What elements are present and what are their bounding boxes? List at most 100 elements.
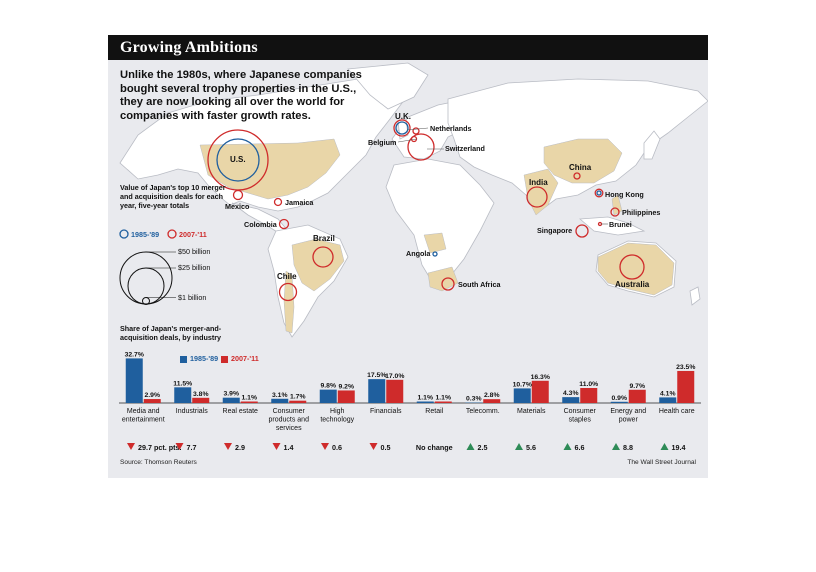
land-indonesia xyxy=(579,216,646,236)
deal-circles xyxy=(207,119,645,302)
label-netherlands: Netherlands xyxy=(430,124,472,133)
bar-label-2007-6: 1.1% xyxy=(436,395,452,402)
label-chile: Chile xyxy=(277,272,297,281)
circle-jamaica-2007 xyxy=(273,197,283,207)
circle-china-2007 xyxy=(573,172,581,180)
bar-label-2007-7: 2.8% xyxy=(484,392,500,399)
label-india: India xyxy=(529,178,548,187)
bar-label-2007-4: 9.2% xyxy=(339,383,355,390)
page-title: Growing Ambitions xyxy=(120,39,258,56)
label-jamaica: Jamaica xyxy=(285,198,314,207)
highlight-china xyxy=(543,138,623,184)
bar-label-2007-1: 3.8% xyxy=(193,391,209,398)
label-brazil: Brazil xyxy=(313,234,335,243)
circle-philippines-2007 xyxy=(610,207,620,217)
bar-label-1985-4: 9.8% xyxy=(321,383,337,390)
change-value-11: 19.4 xyxy=(672,443,686,452)
category-label-10-0: Energy and xyxy=(610,408,646,415)
circle-india-2007 xyxy=(526,186,548,208)
change-down-arrow-1 xyxy=(175,443,184,450)
circle-hongkong-2007 xyxy=(594,188,604,198)
category-label-6-0: Retail xyxy=(425,408,443,415)
category-label-8-0: Materials xyxy=(517,408,546,415)
publication-credit: The Wall Street Journal xyxy=(627,459,696,466)
legend-period-2: 2007-'11 xyxy=(179,230,207,239)
bar-1985-8 xyxy=(513,388,531,403)
bar-label-1985-3: 3.1% xyxy=(272,392,288,399)
bar-label-1985-2: 3.9% xyxy=(224,391,240,398)
land-japan xyxy=(643,130,661,160)
category-label-7-0: Telecomm. xyxy=(466,408,500,415)
change-value-9: 6.6 xyxy=(575,443,585,452)
highlight-philippines xyxy=(611,194,623,216)
circle-brazil-2007 xyxy=(312,246,334,268)
bar-label-2007-0: 2.9% xyxy=(145,392,161,399)
change-down-arrow-0 xyxy=(127,443,135,450)
label-belgium: Belgium xyxy=(368,138,397,147)
bar-2007-2 xyxy=(240,401,258,403)
category-label-9-1: staples xyxy=(569,417,592,424)
label-china: China xyxy=(569,163,592,172)
bar-2007-0 xyxy=(143,399,161,403)
change-up-arrow-11 xyxy=(660,443,669,450)
change-value-8: 5.6 xyxy=(526,443,536,452)
bar-label-1985-1: 11.5% xyxy=(173,380,192,387)
intro-text: Unlike the 1980s, where Japanese compani… xyxy=(120,69,362,122)
label-colombia: Colombia xyxy=(244,220,277,229)
highlighted-countries xyxy=(199,138,675,334)
label-switzerland: Switzerland xyxy=(445,144,485,153)
bar-label-2007-2: 1.1% xyxy=(242,395,258,402)
industry-bar-chart: 32.7% 2.9% Media and entertainment 29.7 pct.… xyxy=(119,351,701,452)
bar-2007-6 xyxy=(434,401,452,403)
size-legend xyxy=(119,251,176,305)
category-label-4-1: technology xyxy=(320,417,354,424)
change-up-arrow-9 xyxy=(563,443,572,450)
legend-size-25: $25 billion xyxy=(178,263,211,272)
circle-angola-1985 xyxy=(432,251,438,257)
source-note: Source: Thomson Reuters xyxy=(120,459,197,466)
change-value-7: 2.5 xyxy=(478,443,488,452)
bar-1985-10 xyxy=(610,401,628,403)
circle-netherlands-2007 xyxy=(412,127,420,135)
bar-2007-9 xyxy=(580,388,598,403)
change-value-6: No change xyxy=(416,443,453,452)
circle-mexico-2007 xyxy=(232,189,244,201)
bar-1985-5 xyxy=(368,379,386,403)
bar-label-1985-11: 4.1% xyxy=(660,390,676,397)
circle-australia-2007 xyxy=(619,254,645,280)
legend-size-50: $50 billion xyxy=(178,247,211,256)
bar-label-2007-3: 1.7% xyxy=(290,394,306,401)
circle-singapore-2007 xyxy=(575,224,589,238)
label-brunei: Brunei xyxy=(609,220,632,229)
bar-1985-9 xyxy=(562,397,580,403)
bar-label-1985-6: 1.1% xyxy=(418,395,434,402)
circle-hongkong-1985 xyxy=(596,190,602,196)
chart-legend-1985: 1985-'89 xyxy=(180,354,218,363)
change-down-arrow-2 xyxy=(224,443,232,450)
bar-1985-0 xyxy=(125,358,143,403)
bar-1985-2 xyxy=(222,397,240,403)
world-map xyxy=(119,62,708,338)
label-philippines: Philippines xyxy=(622,208,661,217)
change-value-2: 2.9 xyxy=(235,443,245,452)
highlight-angola xyxy=(423,232,447,254)
highlight-us xyxy=(199,138,341,200)
category-label-2-0: Real estate xyxy=(223,408,259,415)
bar-2007-4 xyxy=(337,390,355,403)
chart-title: Share of Japan's merger-and-acquisition … xyxy=(120,324,222,342)
title-bar: Growing Ambitions xyxy=(108,35,708,60)
bar-label-1985-5: 17.5% xyxy=(367,372,386,379)
legend-circle-2007 xyxy=(167,229,177,239)
category-label-4-0: High xyxy=(330,408,345,415)
change-value-0: 29.7 pct. pts. xyxy=(138,443,182,452)
bar-label-2007-5: 17.0% xyxy=(385,373,404,380)
bar-2007-5 xyxy=(386,379,404,403)
label-uk: U.K. xyxy=(395,112,411,121)
bar-1985-1 xyxy=(174,387,192,403)
bar-2007-11 xyxy=(677,370,695,403)
bar-label-1985-7: 0.3% xyxy=(466,396,482,403)
bar-1985-11 xyxy=(659,397,677,403)
bar-label-2007-8: 16.3% xyxy=(531,374,550,381)
infographic-card: Growing Ambitions xyxy=(108,35,708,478)
circle-switzerland-2007 xyxy=(407,133,435,161)
